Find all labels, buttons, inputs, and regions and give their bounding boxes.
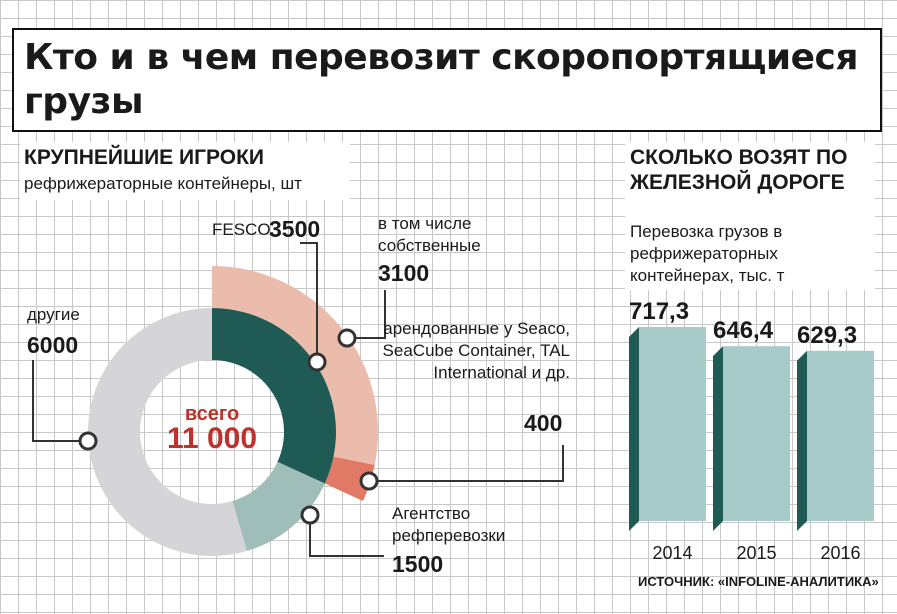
right-subheading: Перевозка грузов в рефрижераторных конте… xyxy=(630,222,785,285)
leader-others xyxy=(32,360,88,442)
leader-own xyxy=(347,290,386,339)
source-note: ИСТОЧНИК: «INFOLINE-АНАЛИТИКА» xyxy=(638,574,879,589)
label-own: в том числе собственные xyxy=(378,214,481,255)
marker-others xyxy=(78,431,98,451)
fesco-own-outer-band xyxy=(212,266,378,465)
leader-fesco xyxy=(300,242,318,362)
label-fesco: FESCO xyxy=(212,220,271,239)
agent-slice xyxy=(232,461,325,551)
leader-rented xyxy=(369,445,564,482)
marker-own xyxy=(337,328,357,348)
fesco-slice xyxy=(212,308,336,484)
others-slice xyxy=(87,308,247,556)
right-heading: СКОЛЬКО ВОЗЯТ ПО ЖЕЛЕЗНОЙ ДОРОГЕ xyxy=(630,146,848,194)
total-value: 11 000 xyxy=(167,422,257,455)
fesco-rented-band xyxy=(324,456,375,501)
bar-2014 xyxy=(639,327,706,521)
bar-side-2016 xyxy=(797,350,807,531)
label-others: другие xyxy=(27,305,80,324)
bar-value-2016: 629,3 xyxy=(797,322,857,349)
bar-category-2014: 2014 xyxy=(652,543,692,563)
marker-rented xyxy=(359,471,379,491)
right-header-bg xyxy=(625,142,875,290)
bar-2016 xyxy=(807,350,874,521)
bar-value-2015: 646,4 xyxy=(713,317,774,344)
marker-agent xyxy=(300,505,320,525)
bar-value-2014: 717,3 xyxy=(629,298,689,325)
bar-2015 xyxy=(723,346,790,521)
left-header-bg xyxy=(20,142,350,200)
value-rented: 400 xyxy=(524,410,563,436)
bar-side-2015 xyxy=(713,346,723,531)
left-subheading: рефрижераторные контейнеры, шт xyxy=(24,174,302,193)
label-rented: арендованные у Seaco, SeaCube Container,… xyxy=(382,319,570,382)
value-own: 3100 xyxy=(378,260,430,286)
title-box xyxy=(12,28,882,132)
value-agent: 1500 xyxy=(392,551,444,577)
label-agent: Агентство рефперевозки xyxy=(392,504,506,545)
value-fesco: 3500 xyxy=(269,216,321,242)
left-heading: КРУПНЕЙШИЕ ИГРОКИ xyxy=(24,146,264,169)
marker-fesco xyxy=(307,352,327,372)
bar-side-2014 xyxy=(629,327,639,531)
bar-category-2015: 2015 xyxy=(736,543,776,563)
page-title: Кто и в чем перевозит скоропортящиеся гр… xyxy=(24,37,859,122)
leader-agent xyxy=(309,515,384,557)
value-others: 6000 xyxy=(27,332,79,358)
bar-category-2016: 2016 xyxy=(820,543,860,563)
total-label: всего xyxy=(185,403,239,425)
